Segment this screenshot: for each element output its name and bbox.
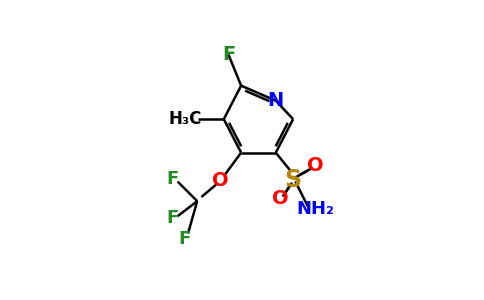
Text: S: S (285, 168, 302, 192)
Text: O: O (307, 156, 323, 175)
Text: O: O (212, 171, 228, 190)
Text: F: F (179, 230, 191, 248)
Text: F: F (167, 170, 179, 188)
Text: F: F (222, 45, 235, 64)
Text: O: O (272, 189, 288, 208)
Text: H₃C: H₃C (169, 110, 202, 128)
Text: NH₂: NH₂ (296, 200, 334, 218)
Text: N: N (268, 91, 284, 110)
Text: F: F (167, 209, 179, 227)
